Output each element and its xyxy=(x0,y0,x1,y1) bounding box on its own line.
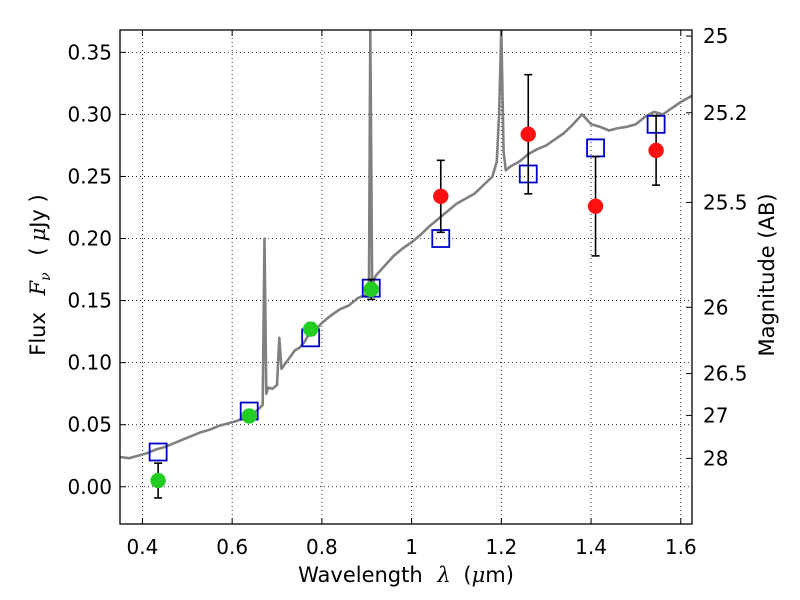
y2-axis-label: Magnitude (AB) xyxy=(755,193,779,356)
y-axis-label-unit: Jy ) xyxy=(26,194,50,230)
x-axis-label-paren: ( xyxy=(463,563,471,587)
y-tick-label: 0.00 xyxy=(67,475,112,499)
x-axis-label: Wavelength λ (μm) xyxy=(298,563,514,587)
model-flux-square xyxy=(148,442,168,462)
y-tick-label: 0.15 xyxy=(67,289,112,313)
y-axis-label-paren: ( xyxy=(26,247,50,255)
y2-tick-label: 25 xyxy=(703,24,728,48)
observed-flux-point xyxy=(363,281,379,298)
y-axis-label-prefix: Flux xyxy=(26,312,50,356)
x-axis-label-prefix: Wavelength xyxy=(298,563,423,587)
x-tick-label: 1.4 xyxy=(575,535,607,559)
y2-tick-label: 28 xyxy=(703,446,728,470)
observed-flux-point xyxy=(520,126,537,143)
y-axis-label-subscript: ν xyxy=(38,272,54,281)
grid-lines xyxy=(120,30,692,524)
x-tick-label: 1.2 xyxy=(485,535,517,559)
y-axis-label-mu: μ xyxy=(26,228,50,242)
y-tick-label: 0.05 xyxy=(67,413,112,437)
y-tick-label: 0.35 xyxy=(67,40,112,64)
x-axis-label-unit: m) xyxy=(485,563,514,587)
x-axis-label-mu: μ xyxy=(472,563,486,587)
observed-flux-point xyxy=(648,142,664,159)
y2-tick-label: 27 xyxy=(703,403,728,427)
y-tick-label: 0.20 xyxy=(67,227,112,251)
y2-tick-label: 26 xyxy=(703,295,728,319)
observed-flux-point xyxy=(241,408,257,424)
marker-layer xyxy=(148,73,666,499)
y-tick-label: 0.10 xyxy=(67,351,112,375)
y-axis-label-symbol: F xyxy=(26,279,50,296)
x-axis-label-symbol: λ xyxy=(436,563,450,587)
observed-flux-point xyxy=(150,472,166,489)
x-tick-label: 1.6 xyxy=(665,535,697,559)
observed-flux-point xyxy=(433,188,449,205)
x-tick-label: 0.8 xyxy=(306,535,338,559)
x-tick-label: 0.6 xyxy=(216,535,248,559)
x-tick-label: 0.4 xyxy=(127,535,159,559)
y2-tick-label: 26.5 xyxy=(703,362,748,386)
y-axis-label: Flux Fν ( μJy ) xyxy=(26,194,55,355)
y2-tick-label: 25.5 xyxy=(703,190,748,214)
plot-frame xyxy=(119,29,693,525)
axis-ticks: 0.4 0.6 0.8 1 1.2 1.4 1.6 0.00 0.05 0.10 0.15 0.20 0… xyxy=(67,24,747,559)
observed-flux-point xyxy=(302,321,319,337)
y2-tick-label: 25.2 xyxy=(703,101,748,125)
observed-flux-point xyxy=(587,198,604,215)
y-tick-label: 0.30 xyxy=(67,102,112,126)
x-tick-label: 1 xyxy=(405,535,418,559)
y-tick-label: 0.25 xyxy=(67,164,112,188)
